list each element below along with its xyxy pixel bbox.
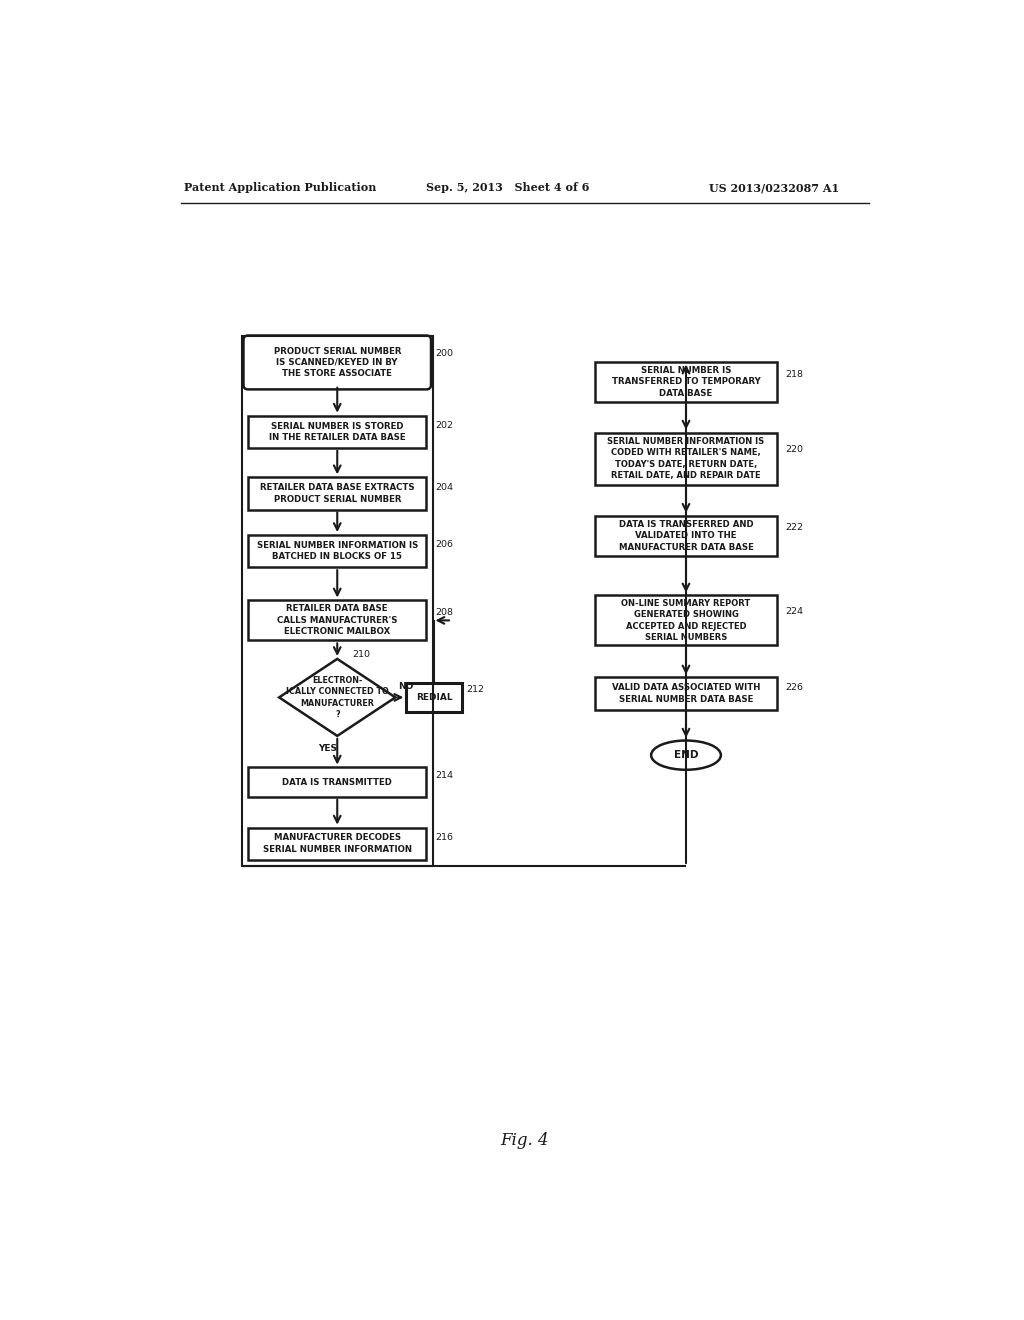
Text: Sep. 5, 2013   Sheet 4 of 6: Sep. 5, 2013 Sheet 4 of 6 (426, 182, 590, 193)
Text: 204: 204 (435, 483, 454, 491)
Text: RETAILER DATA BASE EXTRACTS
PRODUCT SERIAL NUMBER: RETAILER DATA BASE EXTRACTS PRODUCT SERI… (260, 483, 415, 503)
Text: 206: 206 (435, 540, 454, 549)
FancyBboxPatch shape (595, 677, 777, 710)
Text: US 2013/0232087 A1: US 2013/0232087 A1 (710, 182, 840, 193)
Text: ON-LINE SUMMARY REPORT
GENERATED SHOWING
ACCEPTED AND REJECTED
SERIAL NUMBERS: ON-LINE SUMMARY REPORT GENERATED SHOWING… (622, 599, 751, 642)
Text: Patent Application Publication: Patent Application Publication (183, 182, 376, 193)
Polygon shape (280, 659, 395, 737)
Ellipse shape (651, 741, 721, 770)
Text: DATA IS TRANSMITTED: DATA IS TRANSMITTED (283, 777, 392, 787)
FancyBboxPatch shape (248, 767, 426, 797)
FancyBboxPatch shape (595, 362, 777, 401)
Text: 218: 218 (784, 370, 803, 379)
FancyBboxPatch shape (595, 433, 777, 484)
Text: PRODUCT SERIAL NUMBER
IS SCANNED/KEYED IN BY
THE STORE ASSOCIATE: PRODUCT SERIAL NUMBER IS SCANNED/KEYED I… (273, 346, 401, 379)
Text: SERIAL NUMBER IS STORED
IN THE RETAILER DATA BASE: SERIAL NUMBER IS STORED IN THE RETAILER … (269, 421, 406, 442)
FancyBboxPatch shape (248, 416, 426, 447)
Text: RETAILER DATA BASE
CALLS MANUFACTURER'S
ELECTRONIC MAILBOX: RETAILER DATA BASE CALLS MANUFACTURER'S … (278, 605, 397, 636)
Text: SERIAL NUMBER INFORMATION IS
BATCHED IN BLOCKS OF 15: SERIAL NUMBER INFORMATION IS BATCHED IN … (257, 541, 418, 561)
Text: NO: NO (398, 682, 414, 692)
Text: MANUFACTURER DECODES
SERIAL NUMBER INFORMATION: MANUFACTURER DECODES SERIAL NUMBER INFOR… (263, 833, 412, 854)
FancyBboxPatch shape (244, 335, 431, 389)
Text: 202: 202 (435, 421, 454, 430)
Text: VALID DATA ASSOCIATED WITH
SERIAL NUMBER DATA BASE: VALID DATA ASSOCIATED WITH SERIAL NUMBER… (611, 684, 760, 704)
Text: 200: 200 (435, 348, 454, 358)
Text: 220: 220 (784, 445, 803, 454)
FancyBboxPatch shape (248, 601, 426, 640)
Text: YES: YES (318, 743, 338, 752)
Text: 214: 214 (435, 771, 454, 780)
Text: 216: 216 (435, 833, 454, 842)
FancyBboxPatch shape (248, 535, 426, 568)
Text: SERIAL NUMBER IS
TRANSFERRED TO TEMPORARY
DATA BASE: SERIAL NUMBER IS TRANSFERRED TO TEMPORAR… (611, 366, 761, 397)
Text: 210: 210 (352, 649, 371, 659)
Text: SERIAL NUMBER INFORMATION IS
CODED WITH RETAILER'S NAME,
TODAY'S DATE, RETURN DA: SERIAL NUMBER INFORMATION IS CODED WITH … (607, 437, 765, 480)
Text: 224: 224 (784, 607, 803, 615)
FancyBboxPatch shape (407, 682, 462, 711)
Text: END: END (674, 750, 698, 760)
FancyBboxPatch shape (595, 516, 777, 556)
Text: REDIAL: REDIAL (416, 693, 453, 702)
FancyBboxPatch shape (248, 478, 426, 510)
Text: 226: 226 (784, 682, 803, 692)
Text: ELECTRON-
ICALLY CONNECTED TO
MANUFACTURER
?: ELECTRON- ICALLY CONNECTED TO MANUFACTUR… (286, 676, 389, 719)
FancyBboxPatch shape (248, 828, 426, 859)
FancyBboxPatch shape (595, 595, 777, 645)
Text: Fig. 4: Fig. 4 (501, 1131, 549, 1148)
Text: 208: 208 (435, 609, 454, 618)
Text: 212: 212 (467, 685, 484, 694)
Text: DATA IS TRANSFERRED AND
VALIDATED INTO THE
MANUFACTURER DATA BASE: DATA IS TRANSFERRED AND VALIDATED INTO T… (618, 520, 754, 552)
Text: 222: 222 (784, 524, 803, 532)
